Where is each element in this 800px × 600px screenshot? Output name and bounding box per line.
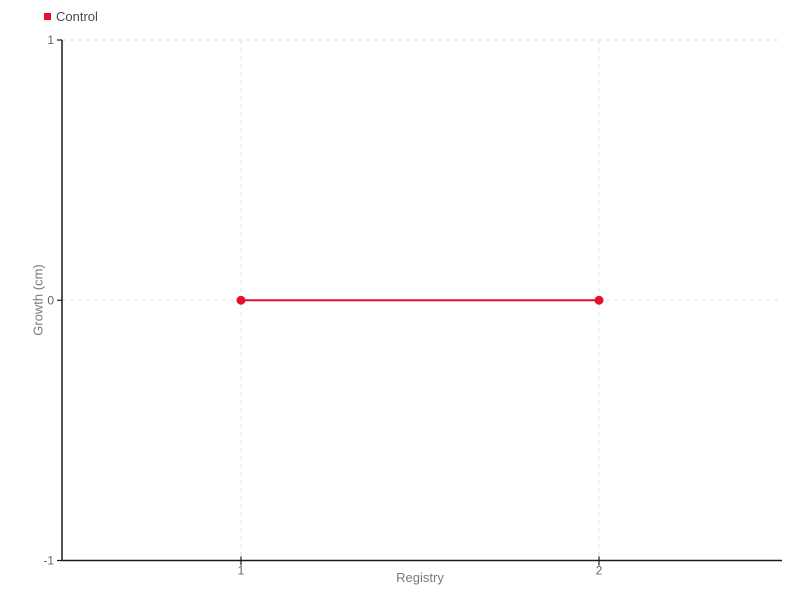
x-axis-title: Registry — [396, 570, 444, 585]
data-point-marker — [594, 295, 604, 305]
data-point-marker — [236, 295, 246, 305]
y-tick-label: -1 — [43, 554, 54, 568]
x-tick-label: 1 — [238, 564, 245, 578]
x-tick-label: 2 — [596, 564, 603, 578]
y-tick-label: 0 — [47, 293, 54, 307]
legend-item-control[interactable]: Control — [44, 10, 98, 23]
legend: Control — [44, 10, 98, 23]
legend-swatch-icon — [44, 13, 51, 20]
legend-item-label: Control — [56, 9, 98, 24]
y-axis-title: Growth (cm) — [30, 264, 46, 336]
y-tick-label: 1 — [47, 33, 54, 47]
